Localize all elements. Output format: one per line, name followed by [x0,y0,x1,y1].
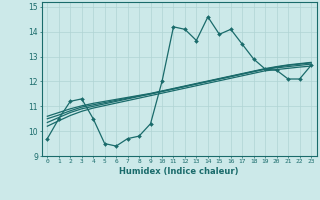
X-axis label: Humidex (Indice chaleur): Humidex (Indice chaleur) [119,167,239,176]
